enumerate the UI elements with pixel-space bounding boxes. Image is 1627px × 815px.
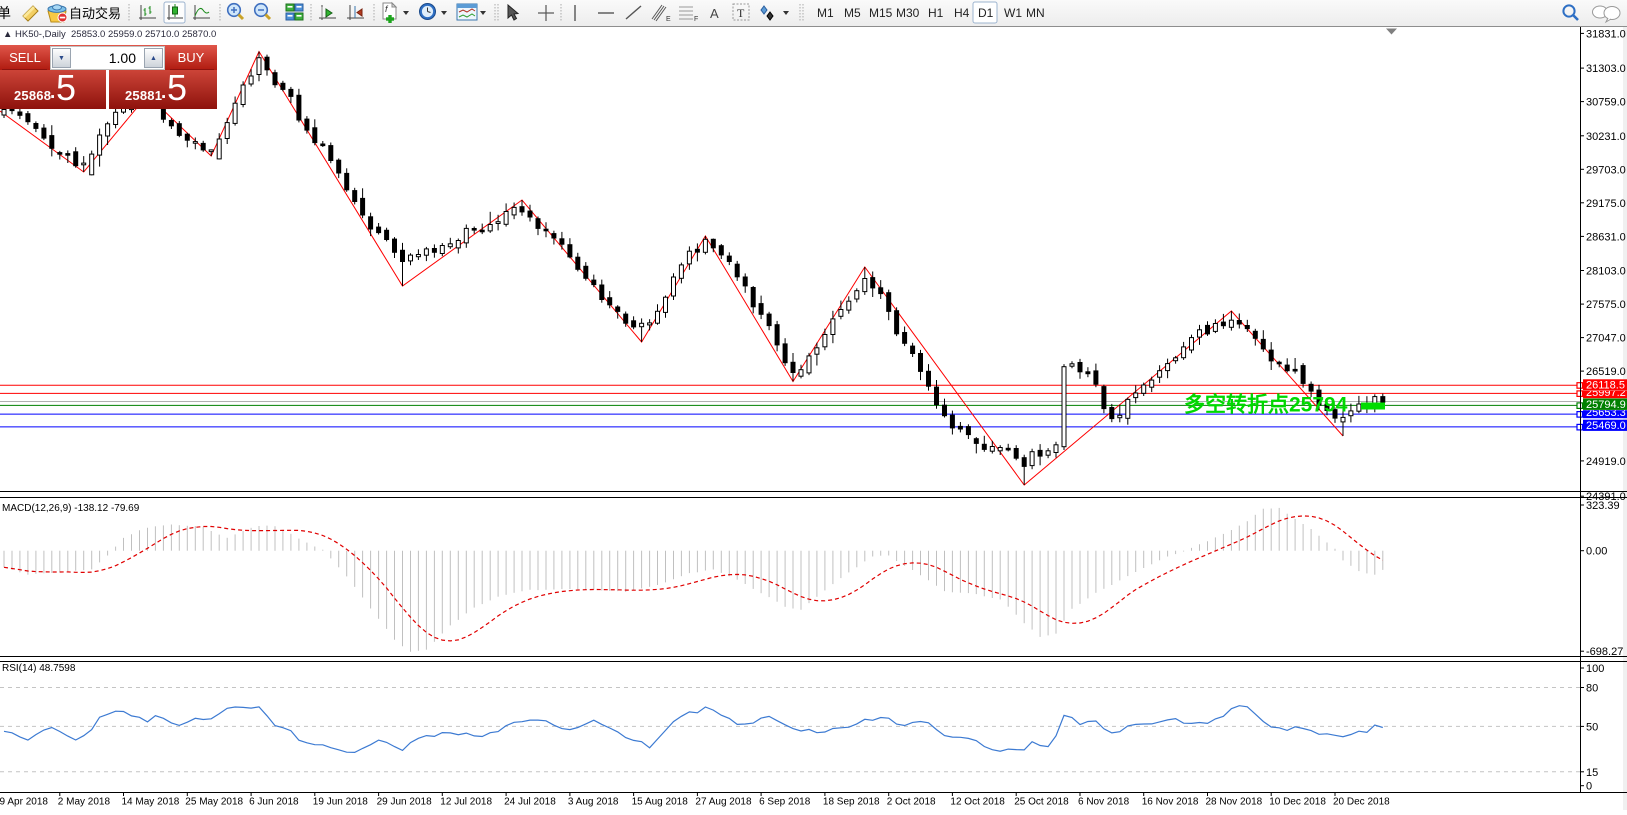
svg-text:多空转折点25794: 多空转折点25794: [1184, 393, 1348, 417]
svg-text:2 Oct 2018: 2 Oct 2018: [887, 797, 936, 808]
svg-text:D1: D1: [978, 6, 994, 20]
svg-text:30759.0: 30759.0: [1586, 97, 1626, 109]
svg-text:单: 单: [0, 5, 11, 21]
svg-text:2 May 2018: 2 May 2018: [58, 797, 111, 808]
svg-text:MN: MN: [1026, 6, 1045, 20]
svg-text:19 Jun 2018: 19 Jun 2018: [313, 797, 368, 808]
svg-text:6 Nov 2018: 6 Nov 2018: [1078, 797, 1130, 808]
svg-text:323.39: 323.39: [1586, 500, 1620, 512]
svg-text:31831.0: 31831.0: [1586, 28, 1626, 40]
svg-text:29175.0: 29175.0: [1586, 198, 1626, 210]
svg-text:A: A: [710, 6, 719, 21]
svg-text:27575.0: 27575.0: [1586, 299, 1626, 311]
svg-text:自动交易: 自动交易: [69, 6, 121, 21]
svg-text:100: 100: [1586, 663, 1604, 675]
svg-text:30231.0: 30231.0: [1586, 131, 1626, 143]
svg-text:H4: H4: [954, 6, 970, 20]
svg-text:25794.9: 25794.9: [1586, 399, 1626, 411]
svg-text:27047.0: 27047.0: [1586, 333, 1626, 345]
svg-text:25 Oct 2018: 25 Oct 2018: [1014, 797, 1069, 808]
svg-text:F: F: [694, 16, 698, 23]
svg-text:24919.0: 24919.0: [1586, 456, 1626, 468]
svg-text:25469.0: 25469.0: [1586, 420, 1626, 432]
svg-text:12 Jul 2018: 12 Jul 2018: [440, 797, 492, 808]
svg-text:29 Jun 2018: 29 Jun 2018: [377, 797, 432, 808]
svg-text:M30: M30: [896, 6, 920, 20]
svg-text:E: E: [666, 16, 671, 23]
svg-text:31303.0: 31303.0: [1586, 63, 1626, 75]
svg-text:MACD(12,26,9) -138.12 -79.69: MACD(12,26,9) -138.12 -79.69: [2, 503, 140, 514]
svg-text:25 May 2018: 25 May 2018: [185, 797, 243, 808]
svg-text:6 Sep 2018: 6 Sep 2018: [759, 797, 811, 808]
svg-text:T: T: [737, 6, 745, 20]
svg-text:28 Nov 2018: 28 Nov 2018: [1206, 797, 1263, 808]
svg-text:16 Nov 2018: 16 Nov 2018: [1142, 797, 1199, 808]
svg-text:f: f: [385, 4, 389, 14]
svg-text:M1: M1: [817, 6, 834, 20]
svg-text:25653.3: 25653.3: [1586, 407, 1626, 419]
svg-text:10 Dec 2018: 10 Dec 2018: [1269, 797, 1326, 808]
svg-text:3 Aug 2018: 3 Aug 2018: [568, 797, 619, 808]
svg-text:20 Dec 2018: 20 Dec 2018: [1333, 797, 1390, 808]
svg-text:50: 50: [1586, 721, 1598, 733]
svg-text:29703.0: 29703.0: [1586, 164, 1626, 176]
svg-text:15: 15: [1586, 767, 1598, 779]
svg-text:M5: M5: [844, 6, 861, 20]
svg-text:26519.0: 26519.0: [1586, 366, 1626, 378]
svg-text:18 Sep 2018: 18 Sep 2018: [823, 797, 880, 808]
svg-text:6 Jun 2018: 6 Jun 2018: [249, 797, 299, 808]
svg-text:0.00: 0.00: [1586, 546, 1607, 558]
svg-text:12 Oct 2018: 12 Oct 2018: [950, 797, 1005, 808]
svg-text:W1: W1: [1004, 6, 1022, 20]
svg-text:26118.5: 26118.5: [1586, 380, 1625, 392]
svg-text:28631.0: 28631.0: [1586, 231, 1626, 243]
svg-text:0: 0: [1586, 781, 1592, 793]
svg-text:25997.2: 25997.2: [1586, 387, 1626, 399]
svg-text:19 Apr 2018: 19 Apr 2018: [0, 797, 48, 808]
svg-text:24 Jul 2018: 24 Jul 2018: [504, 797, 556, 808]
svg-text:RSI(14) 48.7598: RSI(14) 48.7598: [2, 663, 76, 674]
svg-text:15 Aug 2018: 15 Aug 2018: [632, 797, 689, 808]
svg-text:28103.0: 28103.0: [1586, 266, 1626, 278]
svg-text:24391.0: 24391.0: [1586, 491, 1626, 503]
svg-text:80: 80: [1586, 683, 1598, 695]
svg-text:27 Aug 2018: 27 Aug 2018: [695, 797, 752, 808]
svg-text:M15: M15: [869, 6, 893, 20]
svg-text:14 May 2018: 14 May 2018: [122, 797, 180, 808]
svg-text:H1: H1: [928, 6, 944, 20]
svg-text:-698.27: -698.27: [1586, 646, 1623, 658]
